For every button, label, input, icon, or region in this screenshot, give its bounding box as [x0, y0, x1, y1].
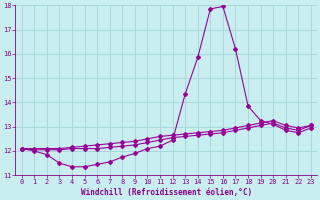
X-axis label: Windchill (Refroidissement éolien,°C): Windchill (Refroidissement éolien,°C) [81, 188, 252, 197]
